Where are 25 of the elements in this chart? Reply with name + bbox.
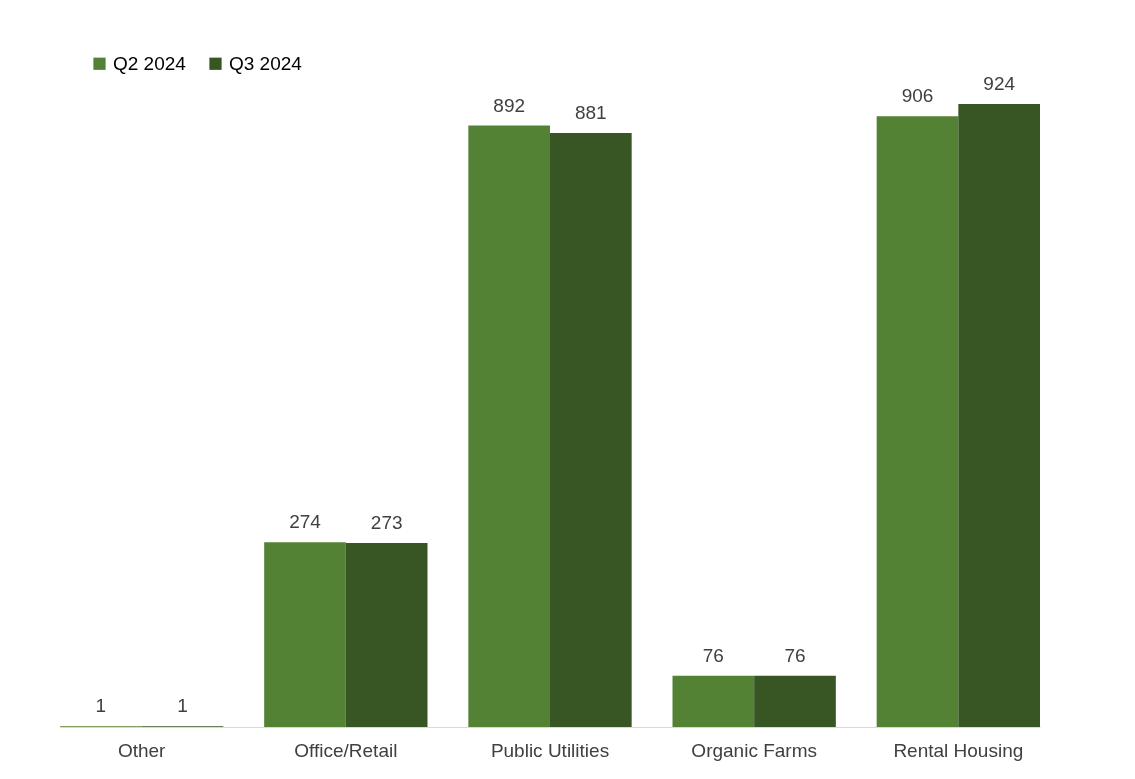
bar bbox=[345, 542, 428, 727]
x-tick-label: Organic Farms bbox=[691, 739, 817, 761]
bar bbox=[550, 132, 632, 727]
bar bbox=[672, 675, 755, 727]
data-label: 906 bbox=[901, 85, 934, 107]
x-tick-label: Rental Housing bbox=[893, 739, 1024, 761]
x-tick-label: Office/Retail bbox=[294, 739, 398, 761]
data-label: 274 bbox=[289, 511, 322, 533]
bar bbox=[876, 116, 959, 727]
data-label: 924 bbox=[983, 73, 1016, 94]
legend-label: Q2 2024 bbox=[113, 52, 187, 74]
x-tick-label: Public Utilities bbox=[490, 739, 610, 761]
data-label: 273 bbox=[370, 511, 403, 533]
bar bbox=[754, 675, 836, 727]
legend-label: Q3 2024 bbox=[229, 52, 303, 74]
data-label: 881 bbox=[574, 101, 607, 123]
data-label: 76 bbox=[784, 644, 806, 666]
bar bbox=[264, 542, 346, 727]
data-label: 1 bbox=[177, 695, 188, 717]
x-tick-label: Other bbox=[117, 739, 167, 761]
bar bbox=[468, 125, 550, 727]
bar bbox=[958, 104, 1040, 727]
data-label: 892 bbox=[493, 94, 526, 116]
data-label: 76 bbox=[702, 644, 724, 666]
data-label: 1 bbox=[95, 695, 107, 717]
